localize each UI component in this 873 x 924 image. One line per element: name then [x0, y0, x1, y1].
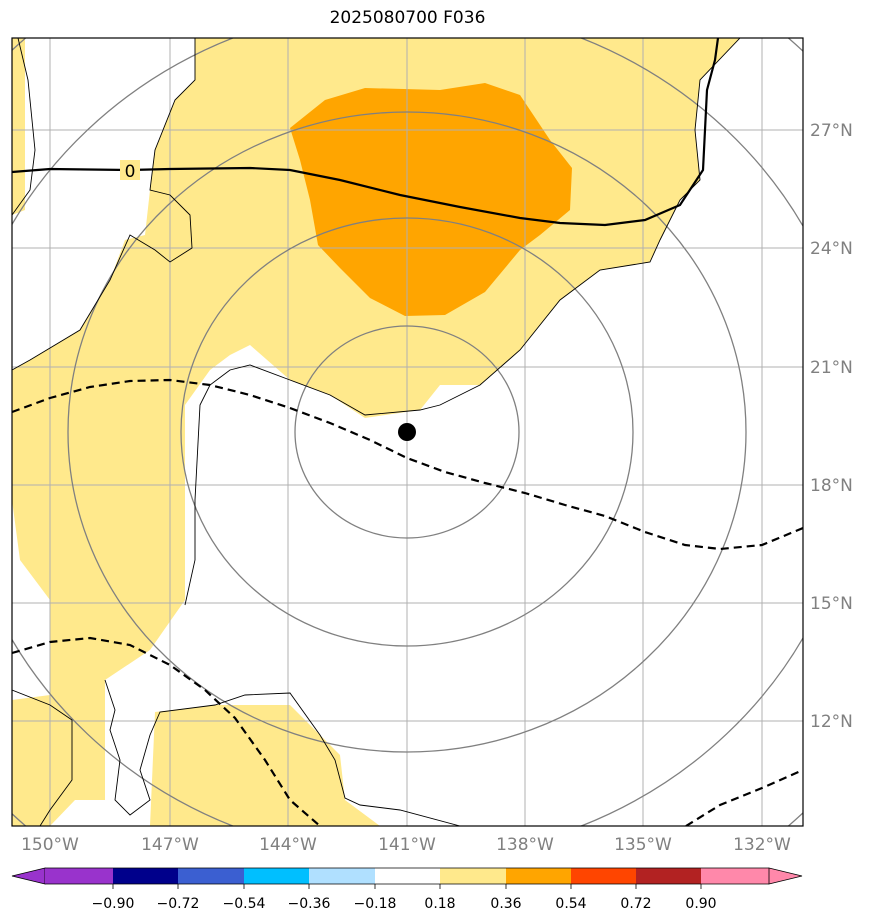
colorbar-label: 0.90	[685, 896, 716, 912]
lon-label: 141°W	[378, 835, 436, 855]
colorbar-extend-high	[768, 867, 803, 885]
colorbar-extend-low	[11, 867, 46, 885]
zero-contour-label: 0	[125, 162, 136, 182]
colorbar-segment	[375, 868, 440, 884]
colorbar-label: 0.36	[490, 896, 521, 912]
colorbar-segment	[506, 868, 571, 884]
zero-contour	[12, 38, 720, 227]
colorbar-label: −0.36	[288, 896, 331, 912]
figure-title: 2025080700 F036	[329, 8, 486, 28]
lat-label: 12°N	[810, 712, 853, 732]
graticule	[12, 38, 803, 826]
lat-label: 27°N	[810, 121, 853, 141]
shade-region-north	[12, 38, 740, 826]
shade-region-south	[150, 705, 380, 826]
lat-label: 24°N	[810, 239, 853, 259]
colorbar: −0.90 −0.72 −0.54 −0.36 −0.18 0.18 0.36 …	[11, 867, 803, 912]
lon-label: 144°W	[259, 835, 317, 855]
longitude-labels: 150°W 147°W 144°W 141°W 138°W 135°W 132°…	[21, 835, 791, 855]
colorbar-label: −0.18	[354, 896, 397, 912]
lon-label: 147°W	[141, 835, 199, 855]
colorbar-segment	[45, 868, 113, 884]
colorbar-segment	[440, 868, 506, 884]
map-frame	[11, 37, 804, 827]
colorbar-segment	[178, 868, 244, 884]
colorbar-segment	[244, 868, 309, 884]
colorbar-segment	[571, 868, 636, 884]
zero-contour-label-bg	[120, 160, 140, 180]
lat-label: 21°N	[810, 358, 853, 378]
shade-region-northwest	[12, 38, 25, 215]
shade-region-orange	[290, 83, 572, 316]
lon-label: 138°W	[496, 835, 554, 855]
colorbar-segment	[113, 868, 178, 884]
colorbar-segment	[309, 868, 375, 884]
colorbar-label: −0.54	[223, 896, 266, 912]
storm-center-marker	[398, 423, 416, 441]
colorbar-segment	[701, 868, 769, 884]
dashed-contours	[12, 378, 803, 826]
colorbar-label: 0.54	[555, 896, 586, 912]
colorbar-label: 0.18	[424, 896, 455, 912]
lat-label: 18°N	[810, 476, 853, 496]
colorbar-label: −0.72	[157, 896, 200, 912]
colorbar-label: −0.90	[92, 896, 135, 912]
colorbar-segment	[636, 868, 701, 884]
lon-label: 135°W	[614, 835, 672, 855]
latitude-labels: 27°N 24°N 21°N 18°N 15°N 12°N	[810, 121, 853, 732]
lat-label: 15°N	[810, 594, 853, 614]
colorbar-label: 0.72	[620, 896, 651, 912]
lon-label: 132°W	[733, 835, 791, 855]
lon-label: 150°W	[21, 835, 79, 855]
